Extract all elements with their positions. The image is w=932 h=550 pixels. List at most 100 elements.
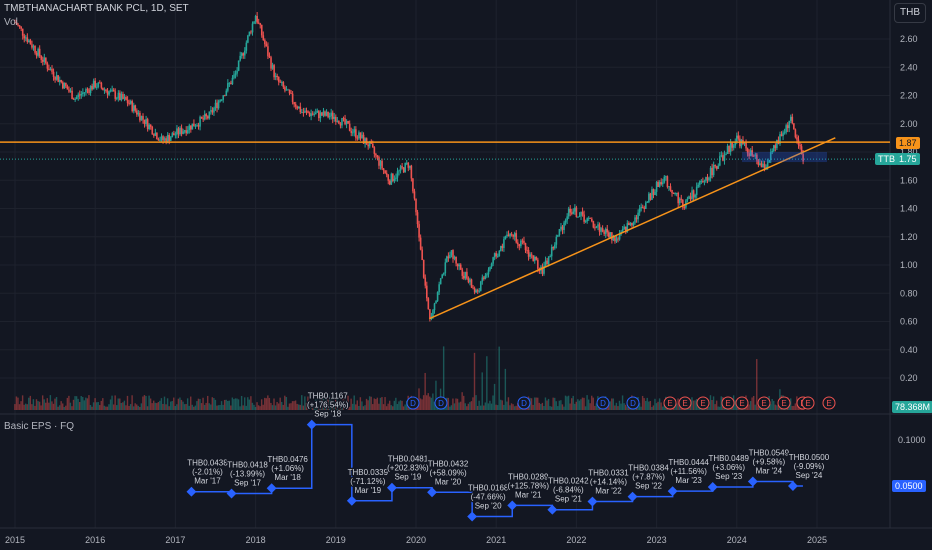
volume-bar — [583, 397, 585, 410]
volume-bar — [109, 399, 112, 410]
eps-point — [386, 482, 397, 493]
volume-bar — [347, 395, 349, 410]
eps-last-label: 0.0500 — [892, 480, 926, 492]
volume-bar — [131, 395, 133, 410]
candle-body — [200, 116, 203, 119]
candle-body — [535, 256, 538, 260]
volume-bar — [463, 395, 465, 410]
volume-bar — [456, 398, 459, 410]
volume-bar — [734, 400, 736, 410]
candle-body — [734, 141, 737, 146]
candle-body — [572, 211, 575, 214]
candle-body — [575, 207, 578, 217]
candle-body — [634, 217, 636, 223]
volume-bar — [550, 406, 553, 410]
volume-bar — [367, 400, 369, 410]
volume-bar — [638, 403, 641, 410]
candle-body — [544, 260, 547, 266]
candle-body — [594, 227, 596, 229]
candle-body — [23, 35, 26, 39]
candle-body — [122, 94, 124, 99]
candle-body — [240, 53, 243, 56]
last-price-label: 1.75 — [896, 153, 920, 165]
dividend-marker-label: D — [630, 399, 636, 408]
volume-bar — [651, 406, 653, 410]
candle-body — [49, 68, 52, 71]
volume-bar — [435, 380, 437, 410]
candle-body — [111, 89, 113, 91]
volume-bar — [473, 352, 476, 410]
volume-bar — [244, 397, 246, 410]
eps-annotation-date: Mar '23 — [675, 476, 702, 485]
volume-bar — [111, 395, 113, 410]
candle-body — [409, 165, 411, 168]
candle-body — [524, 243, 527, 251]
candle-body — [193, 123, 195, 127]
candle-body — [20, 26, 22, 29]
volume-bar — [194, 405, 197, 410]
volume-bar — [404, 404, 406, 410]
eps-annotation-value: THB0.0444 — [668, 458, 709, 467]
candle-body — [768, 160, 770, 163]
candle-body — [796, 137, 798, 140]
eps-annotation-value: THB0.0481 — [388, 455, 429, 464]
volume-bar — [43, 399, 45, 410]
candle-body — [711, 167, 713, 176]
volume-bar — [359, 397, 362, 410]
price-axis-label: 1.60 — [900, 175, 918, 185]
candle-body — [15, 22, 18, 25]
volume-bar — [324, 401, 326, 410]
volume-bar — [318, 405, 320, 410]
candle-body — [368, 141, 371, 147]
volume-bar — [225, 399, 227, 410]
volume-bar — [233, 399, 235, 410]
volume-bar — [185, 404, 187, 410]
candle-body — [615, 238, 618, 242]
candle-body — [746, 148, 749, 154]
volume-bar — [26, 404, 28, 410]
volume-bar — [797, 405, 800, 410]
volume-bar — [510, 403, 513, 410]
candle-body — [287, 89, 289, 91]
candle-body — [276, 75, 278, 77]
price-axis-label: 0.20 — [900, 373, 918, 383]
candle-body — [520, 240, 522, 247]
candle-body — [220, 99, 223, 101]
volume-bar — [68, 395, 70, 410]
candle-body — [720, 155, 723, 157]
candle-body — [624, 226, 627, 233]
eps-annotation-change: (+176.54%) — [307, 401, 349, 410]
candle-body — [160, 136, 163, 141]
candle-body — [131, 101, 134, 112]
volume-bar — [231, 397, 234, 410]
candle-body — [719, 156, 721, 166]
candle-body — [356, 137, 359, 139]
candle-body — [606, 228, 609, 233]
volume-bar — [567, 395, 570, 410]
candle-body — [509, 233, 511, 237]
volume-bar — [208, 403, 210, 410]
volume-bar — [236, 398, 238, 410]
volume-bar — [284, 395, 286, 410]
currency-button[interactable]: THB — [894, 3, 926, 23]
volume-bar — [353, 395, 355, 410]
candle-body — [769, 152, 772, 161]
candle-body — [359, 132, 362, 139]
volume-bar — [282, 404, 284, 410]
volume-bar — [20, 401, 22, 410]
candle-body — [723, 154, 726, 161]
candle-body — [628, 223, 630, 226]
volume-bar — [80, 396, 82, 410]
candle-body — [793, 123, 795, 130]
earnings-marker — [721, 396, 735, 410]
candle-body — [384, 170, 386, 174]
volume-bar — [483, 405, 485, 410]
candle-body — [83, 92, 86, 94]
earnings-marker-label: E — [682, 399, 687, 408]
eps-point — [667, 486, 678, 497]
volume-bar — [648, 401, 650, 410]
candle-body — [541, 266, 544, 274]
candle-body — [598, 224, 601, 232]
volume-bar — [62, 403, 64, 410]
